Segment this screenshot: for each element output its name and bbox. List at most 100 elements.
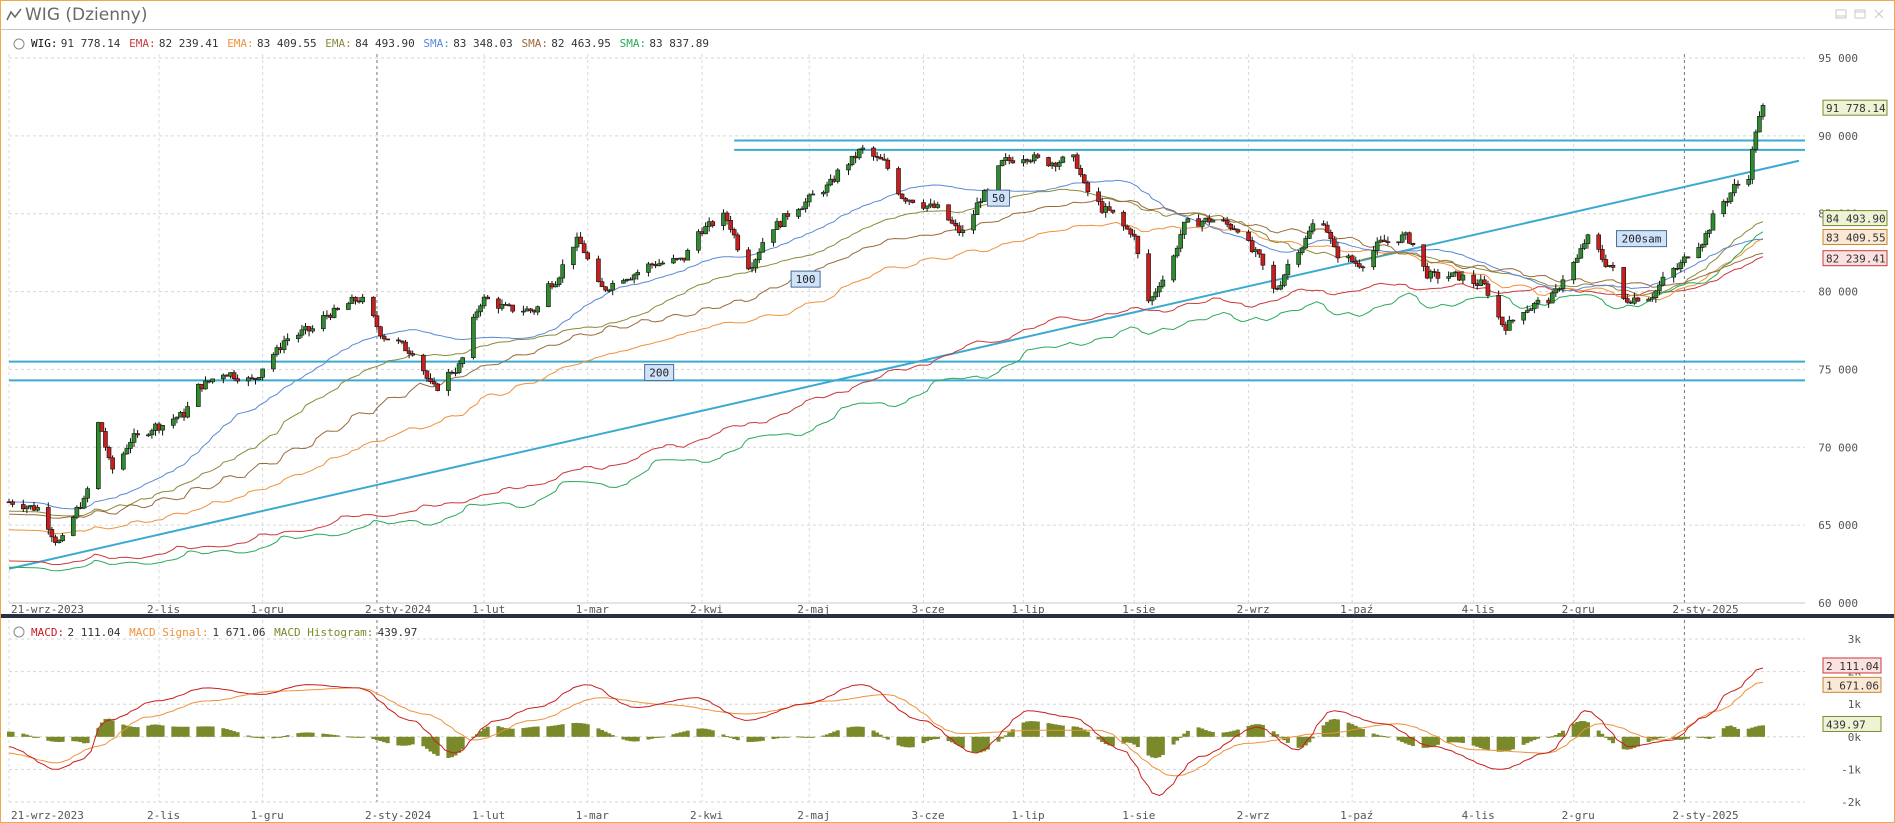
macd-histogram-bar — [257, 736, 262, 739]
restore-icon[interactable] — [1854, 9, 1866, 19]
macd-histogram-bar — [835, 730, 840, 737]
candle-body — [731, 229, 737, 236]
macd-date-tick: 2-sty-2025 — [1672, 809, 1738, 822]
candle-body — [481, 296, 487, 307]
candle-body — [1410, 242, 1416, 245]
minimize-icon[interactable] — [1835, 9, 1847, 19]
macd-histogram-bar — [171, 726, 176, 737]
macd-histogram-bar — [1607, 736, 1612, 741]
candle-body — [628, 278, 633, 281]
macd-histogram-bar — [985, 736, 990, 750]
candle-body — [1696, 247, 1701, 258]
macd-histogram-bar — [535, 726, 540, 737]
macd-histogram-bar — [1332, 718, 1337, 737]
candle-body — [1285, 264, 1291, 276]
macd-histogram-bar — [907, 736, 912, 748]
candle-body — [1210, 219, 1216, 223]
candle-body — [1228, 223, 1234, 229]
price-axis-tick: 75 000 — [1818, 363, 1858, 376]
candle-body — [335, 307, 340, 310]
price-axis-tick: 90 000 — [1818, 130, 1858, 143]
macd-histogram-bar — [346, 736, 351, 738]
macd-histogram-bar — [382, 736, 387, 743]
close-icon[interactable] — [1873, 9, 1885, 19]
macd-histogram-bar — [771, 736, 776, 740]
macd-histogram-bar — [1761, 725, 1765, 737]
macd-histogram-bar — [857, 726, 862, 737]
macd-histogram-bar — [1096, 736, 1101, 740]
macd-histogram-bar — [782, 736, 787, 738]
candle-body — [1471, 274, 1476, 284]
candle-body — [996, 165, 1001, 191]
macd-histogram-bar — [528, 727, 533, 737]
macd-histogram-bar — [271, 736, 276, 739]
candle-body — [1671, 268, 1676, 278]
macd-histogram-bar — [800, 736, 805, 738]
macd-date-tick: 1-mar — [576, 809, 609, 822]
macd-histogram-bar — [274, 736, 279, 738]
candle-body — [1231, 228, 1237, 230]
macd-histogram-bar — [1003, 735, 1008, 737]
candle-body — [428, 378, 433, 383]
macd-histogram-bar — [10, 731, 15, 737]
macd-histogram-bar — [1200, 728, 1205, 737]
macd-histogram-bar — [496, 726, 501, 737]
macd-histogram-bar — [396, 736, 401, 746]
candle-body — [1146, 253, 1151, 302]
macd-histogram-bar — [1335, 719, 1340, 737]
candle-body — [1353, 261, 1359, 264]
macd-histogram-bar — [735, 736, 740, 741]
macd-histogram-bar — [1475, 736, 1480, 747]
candle-body — [735, 234, 741, 251]
macd-histogram-bar — [1553, 734, 1558, 737]
macd-histogram-bar — [703, 728, 708, 737]
macd-histogram-bar — [160, 725, 165, 737]
candle-body — [728, 220, 733, 230]
candle-body — [71, 516, 76, 536]
macd-histogram-bar — [1510, 736, 1515, 750]
macd-histogram-bar — [710, 730, 715, 737]
macd-histogram-bar — [1646, 736, 1651, 742]
macd-date-tick: 2-gru — [1562, 809, 1595, 822]
candle-body — [374, 315, 380, 328]
macd-histogram-bar — [1757, 725, 1762, 737]
macd-histogram-bar — [574, 722, 579, 737]
moving-average-line-ema3 — [8, 188, 1764, 517]
title-bar[interactable]: WIG (Dzienny) — [1, 1, 1894, 30]
macd-histogram-bar — [1696, 736, 1701, 738]
candle-body — [1349, 255, 1355, 262]
candle-body — [796, 209, 801, 217]
candle-body — [799, 208, 805, 211]
candle-body — [1421, 244, 1426, 267]
candle-body — [1449, 272, 1455, 277]
candle-body — [35, 507, 40, 511]
candle-body — [1399, 234, 1405, 243]
macd-histogram-bar — [810, 736, 815, 738]
macd-histogram-bar — [299, 732, 304, 737]
macd-histogram-bar — [1325, 721, 1330, 737]
macd-histogram-bar — [560, 724, 565, 737]
candle-body — [231, 372, 237, 379]
candle-body — [921, 202, 926, 209]
macd-histogram-bar — [846, 727, 851, 737]
macd-settings-icon — [13, 626, 25, 638]
macd-histogram-bar — [153, 724, 158, 737]
candle-body — [849, 155, 855, 165]
candle-body — [1149, 296, 1155, 302]
price-value-tag-label: 84 493.90 — [1826, 213, 1886, 226]
macd-axis-tick: -2k — [1841, 796, 1861, 809]
macd-histogram-bar — [360, 736, 365, 738]
candle-body — [1528, 308, 1534, 311]
candle-body — [1106, 206, 1112, 211]
macd-histogram-bar — [374, 736, 379, 740]
macd-histogram-bar — [1103, 736, 1108, 744]
candle-body — [1578, 248, 1584, 259]
candle-body — [635, 272, 641, 276]
macd-histogram-bar — [1403, 736, 1408, 744]
macd-histogram-bar — [650, 736, 655, 739]
candle-body — [1124, 225, 1130, 230]
macd-histogram-bar — [503, 728, 508, 737]
candle-body — [131, 433, 137, 443]
macd-histogram-bar — [721, 734, 726, 737]
